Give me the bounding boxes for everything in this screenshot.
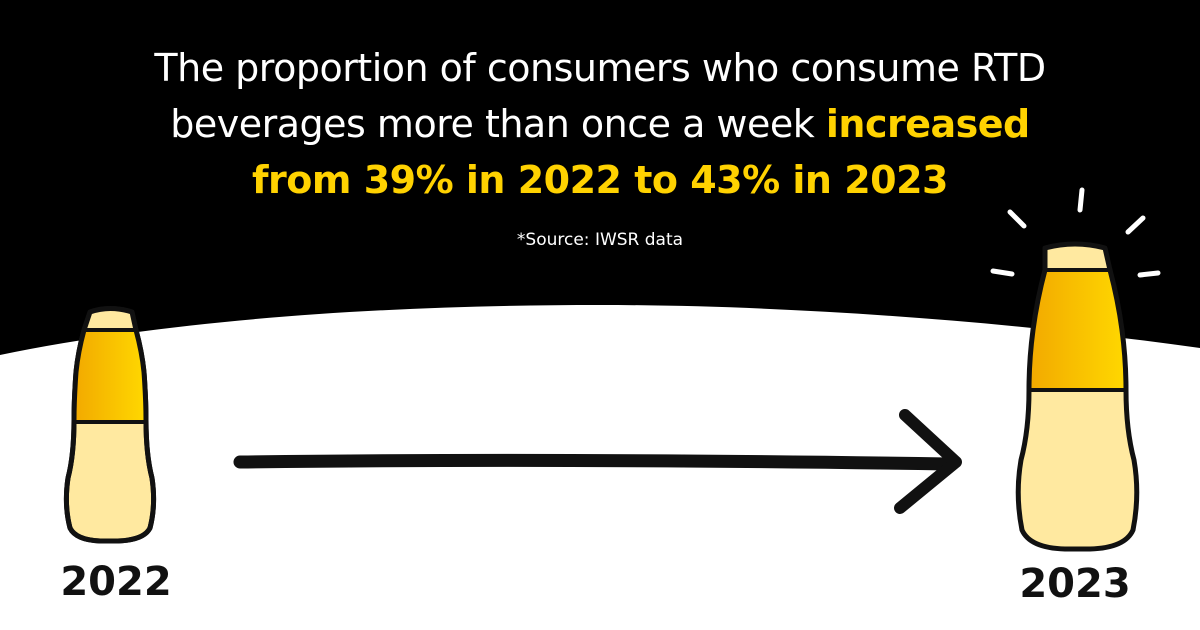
headline-line-2-highlight: increased (825, 102, 1030, 146)
bottle-icon-2023 (1015, 241, 1140, 552)
headline-line-1: The proportion of consumers who consume … (154, 46, 1046, 90)
headline-line-2-plain: beverages more than once a week (170, 102, 826, 146)
source-note: *Source: IWSR data (516, 230, 684, 250)
arrow-right-icon (233, 409, 962, 514)
year-label-2022: 2022 (60, 559, 172, 605)
headline: The proportion of consumers who consume … (60, 40, 1140, 208)
shine-rays-icon (990, 187, 1161, 278)
bottle-icon-2022 (63, 306, 157, 544)
dark-background (0, 0, 1200, 355)
year-label-2023: 2023 (1019, 561, 1131, 607)
headline-line-3-highlight: from 39% in 2022 to 43% in 2023 (252, 158, 948, 202)
